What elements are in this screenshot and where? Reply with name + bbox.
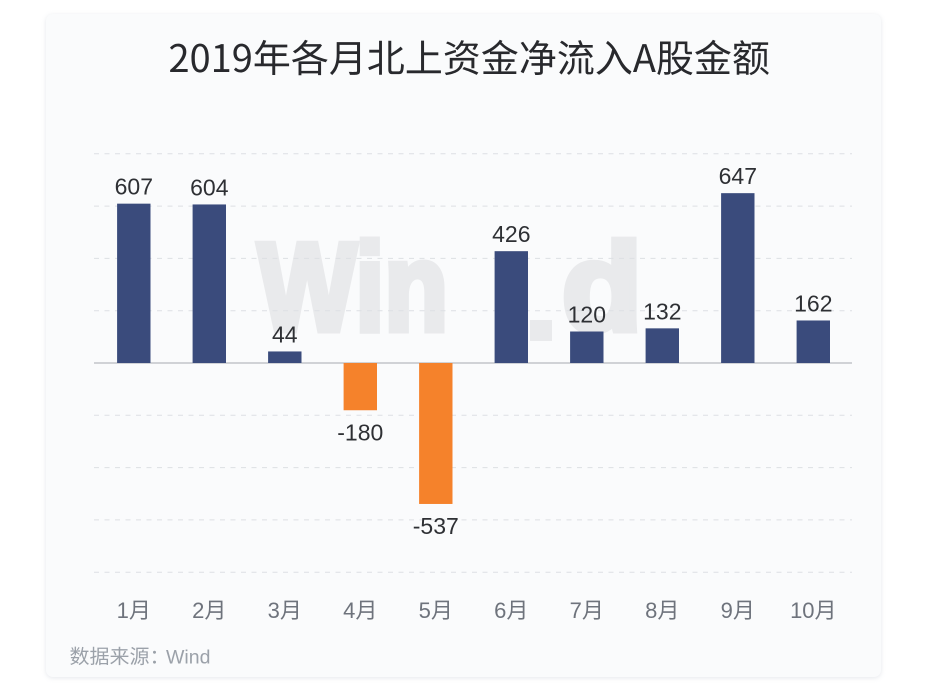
svg-text:10: 10 [790,598,814,623]
svg-text:426: 426 [492,221,530,247]
svg-text:132: 132 [643,298,681,324]
svg-text:Win: Win [258,219,448,357]
svg-text:1: 1 [117,598,129,623]
svg-text:6: 6 [494,598,506,623]
svg-text:2: 2 [192,598,204,623]
svg-text:5: 5 [419,598,431,623]
svg-text:120: 120 [568,302,606,328]
svg-text:162: 162 [794,290,832,316]
svg-text:3: 3 [268,598,280,623]
svg-text:9: 9 [721,598,733,623]
svg-text:7: 7 [570,598,582,623]
svg-text:-537: -537 [413,513,459,539]
svg-text:604: 604 [190,174,229,200]
svg-text:44: 44 [272,321,298,347]
svg-text:4: 4 [343,598,355,623]
svg-text:-180: -180 [337,419,383,445]
svg-text:607: 607 [115,174,153,200]
svg-text:647: 647 [719,163,757,189]
svg-text:Wind: Wind [166,647,210,669]
svg-text:8: 8 [645,598,657,623]
